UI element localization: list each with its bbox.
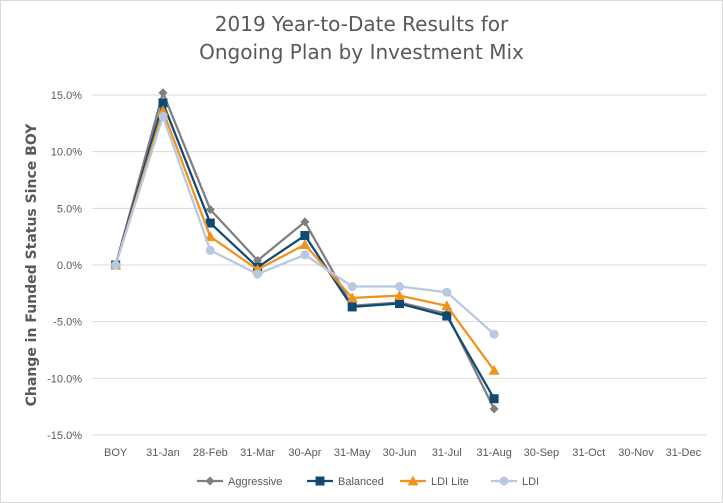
data-point-ldi	[442, 287, 452, 297]
x-tick-label: 31-Mar	[240, 447, 275, 459]
y-tick-label: -15.0%	[47, 430, 82, 442]
y-tick-label: -10.0%	[47, 373, 82, 385]
x-tick-label: BOY	[104, 447, 128, 459]
x-tick-label: 31-May	[334, 447, 371, 459]
data-point-ldi	[158, 112, 168, 122]
data-point-ldi	[205, 245, 215, 255]
x-tick-label: 30-Jun	[383, 447, 417, 459]
data-point-ldi-lite	[394, 290, 405, 300]
data-point-aggressive	[158, 88, 168, 98]
data-point-balanced	[489, 394, 499, 404]
data-point-ldi	[395, 282, 404, 292]
data-point-balanced	[347, 302, 357, 312]
data-point-ldi	[300, 250, 310, 260]
data-point-ldi-lite	[204, 231, 216, 242]
data-point-ldi-lite	[441, 300, 453, 311]
legend-label-ldi-lite: LDI Lite	[431, 476, 469, 488]
legend-marker-balanced	[315, 476, 325, 486]
data-point-balanced	[300, 231, 310, 241]
y-axis-label: Change in Funded Status Since BOY	[24, 123, 40, 407]
legend-marker-aggressive	[205, 476, 215, 486]
data-point-ldi-lite	[157, 105, 169, 116]
data-point-ldi-lite	[299, 239, 311, 249]
data-point-balanced	[205, 218, 215, 228]
chart-title-line-2: Ongoing Plan by Investment Mix	[199, 40, 524, 64]
y-tick-label: 10.0%	[51, 147, 82, 159]
x-tick-label: 30-Sep	[524, 447, 559, 459]
legend-label-balanced: Balanced	[338, 476, 384, 488]
data-point-balanced	[442, 311, 452, 321]
data-point-ldi	[253, 269, 263, 279]
legend-label-ldi: LDI	[522, 476, 539, 488]
x-tick-label: 31-Aug	[476, 447, 511, 459]
data-point-ldi-lite	[488, 364, 500, 375]
legend-marker-ldi	[499, 476, 509, 486]
y-tick-label: 15.0%	[51, 90, 82, 102]
data-point-ldi-lite	[346, 292, 358, 303]
data-point-ldi	[347, 282, 357, 292]
y-tick-label: 5.0%	[57, 203, 82, 215]
x-tick-label: 30-Apr	[288, 447, 321, 459]
y-tick-label: 0.0%	[57, 260, 82, 272]
x-tick-label: 31-Dec	[666, 447, 702, 459]
chart-title: 2019 Year-to-Date Results for Ongoing Pl…	[0, 10, 723, 66]
data-point-balanced	[158, 98, 168, 108]
x-tick-label: 31-Oct	[572, 447, 605, 459]
data-point-aggressive	[489, 404, 499, 414]
data-point-aggressive	[300, 217, 310, 227]
x-tick-label: 30-Nov	[618, 447, 654, 459]
data-point-aggressive	[253, 255, 263, 265]
data-point-balanced	[395, 299, 404, 309]
y-tick-label: -5.0%	[53, 317, 82, 329]
chart-title-line-1: 2019 Year-to-Date Results for	[214, 12, 509, 36]
x-tick-label: 31-Jul	[432, 447, 462, 459]
legend-label-aggressive: Aggressive	[228, 476, 282, 488]
data-point-aggressive	[205, 204, 215, 214]
data-point-ldi	[111, 260, 121, 270]
x-tick-label: 28-Feb	[193, 447, 228, 459]
x-tick-label: 31-Jan	[146, 447, 180, 459]
legend-marker-ldi-lite	[407, 475, 419, 486]
data-point-ldi	[489, 329, 499, 339]
